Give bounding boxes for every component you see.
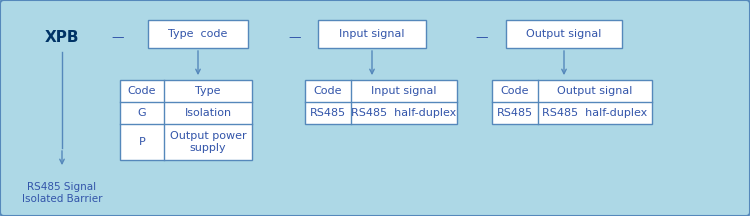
FancyBboxPatch shape: [492, 80, 652, 124]
Text: Output signal: Output signal: [557, 86, 633, 96]
Text: RS485  half-duplex: RS485 half-duplex: [351, 108, 457, 118]
FancyBboxPatch shape: [318, 20, 426, 48]
Text: RS485  half-duplex: RS485 half-duplex: [542, 108, 647, 118]
Text: Output power
supply: Output power supply: [170, 131, 246, 153]
Text: G: G: [138, 108, 146, 118]
FancyBboxPatch shape: [305, 80, 457, 124]
FancyBboxPatch shape: [148, 20, 248, 48]
Text: Input signal: Input signal: [339, 29, 405, 39]
Text: Isolation: Isolation: [184, 108, 232, 118]
Text: RS485: RS485: [497, 108, 533, 118]
Text: XPB: XPB: [45, 30, 80, 46]
Text: —: —: [289, 32, 302, 44]
FancyBboxPatch shape: [120, 80, 252, 160]
Text: Type: Type: [195, 86, 220, 96]
FancyBboxPatch shape: [506, 20, 622, 48]
Text: Code: Code: [128, 86, 156, 96]
Text: RS485 Signal
Isolated Barrier: RS485 Signal Isolated Barrier: [22, 182, 102, 204]
Text: —: —: [112, 32, 125, 44]
Text: RS485: RS485: [310, 108, 346, 118]
Text: Output signal: Output signal: [526, 29, 602, 39]
Text: P: P: [139, 137, 146, 147]
Text: Input signal: Input signal: [371, 86, 436, 96]
Text: Code: Code: [501, 86, 530, 96]
Text: Type  code: Type code: [168, 29, 228, 39]
Text: —: —: [476, 32, 488, 44]
Text: Code: Code: [314, 86, 342, 96]
